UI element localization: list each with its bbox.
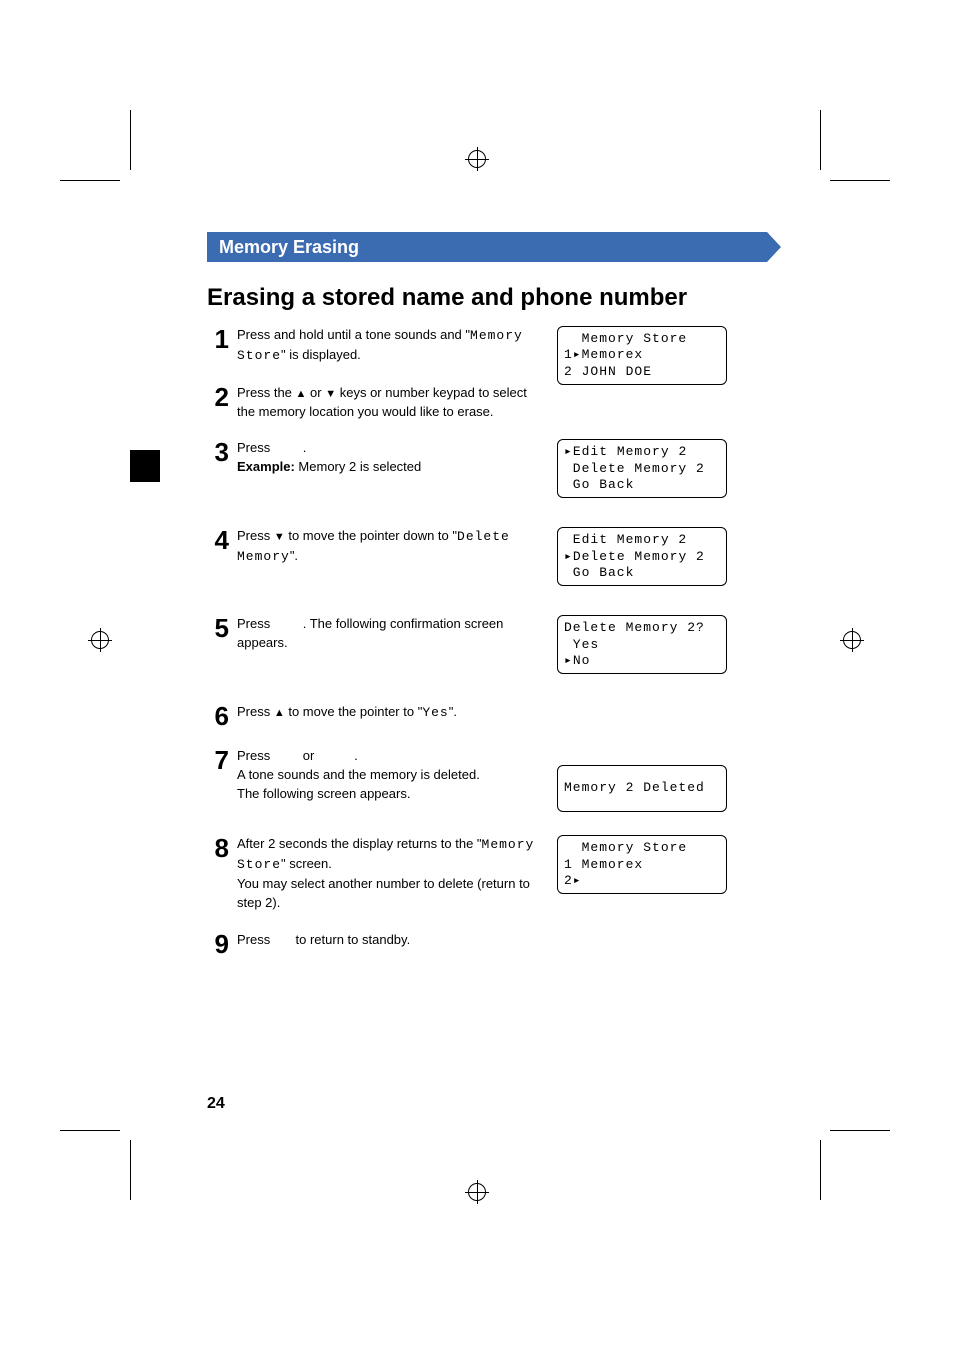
text: ".	[449, 704, 457, 719]
lcd-screen: Memory Store 1▸Memorex 2 JOHN DOE	[557, 326, 727, 385]
lcd-screens: Edit Memory 2 ▸Delete Memory 2 Go Back	[557, 527, 767, 596]
text: to move the pointer down to "	[285, 528, 457, 543]
text: Press	[237, 528, 274, 543]
text: ".	[290, 548, 298, 563]
text: Press	[237, 748, 274, 763]
crop-mark	[820, 1140, 821, 1200]
step-body: Press ▲ to move the pointer to "Yes".	[237, 703, 537, 723]
step-4: 4 Press ▼ to move the pointer down to "D…	[207, 527, 767, 597]
crop-mark	[60, 1130, 120, 1131]
step-body: Press ▼ to move the pointer down to "Del…	[237, 527, 537, 567]
thumb-tab	[130, 450, 160, 482]
text: .	[354, 748, 358, 763]
text: You may select another number to delete …	[237, 876, 530, 910]
lcd-screen: ▸Edit Memory 2 Delete Memory 2 Go Back	[557, 439, 727, 498]
lcd-screen: Memory Store 1 Memorex 2▸	[557, 835, 727, 894]
step-5: 5 Press . The following confirmation scr…	[207, 615, 767, 685]
crop-mark	[60, 180, 120, 181]
step-number: 1	[207, 326, 229, 352]
text: . The following confirmation screen appe…	[237, 616, 503, 650]
text: to move the pointer to "	[285, 704, 423, 719]
down-arrow-icon: ▼	[274, 531, 285, 543]
crop-mark	[130, 110, 131, 170]
lcd-screens: Delete Memory 2? Yes ▸No	[557, 615, 767, 684]
step-body: Press . The following confirmation scree…	[237, 615, 537, 653]
text: or	[306, 385, 325, 400]
step-body: Press . Example: Memory 2 is selected	[237, 439, 537, 477]
lcd-text-inline: Yes	[422, 705, 448, 720]
step-number: 4	[207, 527, 229, 553]
text: Press the	[237, 385, 296, 400]
lcd-screen: Delete Memory 2? Yes ▸No	[557, 615, 727, 674]
step-body: Press to return to standby.	[237, 931, 537, 950]
crop-mark	[830, 1130, 890, 1131]
page-number: 24	[207, 1095, 225, 1113]
step-2: 2 Press the ▲ or ▼ keys or number keypad…	[207, 384, 767, 422]
lcd-screen: Memory 2 Deleted	[557, 765, 727, 811]
step-number: 3	[207, 439, 229, 465]
down-arrow-icon: ▼	[325, 388, 336, 400]
step-7: 7 Press or . A tone sounds and the memor…	[207, 747, 767, 817]
text: " screen.	[281, 856, 332, 871]
text: " is displayed.	[281, 347, 361, 362]
text: or	[299, 748, 318, 763]
text: until a tone sounds and "	[327, 327, 470, 342]
text: Press	[237, 616, 274, 631]
page: Memory Erasing Erasing a stored name and…	[0, 0, 954, 1351]
text: After 2 seconds the display returns to t…	[237, 836, 482, 851]
up-arrow-icon: ▲	[274, 707, 285, 719]
crop-mark	[830, 180, 890, 181]
step-number: 2	[207, 384, 229, 410]
step-body: After 2 seconds the display returns to t…	[237, 835, 537, 912]
step-number: 5	[207, 615, 229, 641]
example-label: Example:	[237, 459, 295, 474]
step-8: 8 After 2 seconds the display returns to…	[207, 835, 767, 912]
text: Press and hold	[237, 327, 327, 342]
step-number: 7	[207, 747, 229, 773]
text: Press	[237, 704, 274, 719]
content-area: Memory Erasing Erasing a stored name and…	[207, 232, 767, 975]
lcd-screens: Memory 2 Deleted	[557, 765, 767, 821]
step-number: 8	[207, 835, 229, 861]
section-header-arrow	[767, 232, 781, 262]
lcd-screen: Edit Memory 2 ▸Delete Memory 2 Go Back	[557, 527, 727, 586]
text: to return to standby.	[292, 932, 410, 947]
lcd-screens: Memory Store 1 Memorex 2▸	[557, 835, 767, 904]
registration-mark-right	[840, 628, 864, 652]
step-number: 6	[207, 703, 229, 729]
step-3: 3 Press . Example: Memory 2 is selected …	[207, 439, 767, 509]
text: .	[303, 440, 307, 455]
steps-list: 1 Press and hold until a tone sounds and…	[207, 326, 767, 957]
step-body: Press and hold until a tone sounds and "…	[237, 326, 537, 366]
step-number: 9	[207, 931, 229, 957]
step-body: Press the ▲ or ▼ keys or number keypad t…	[237, 384, 537, 422]
up-arrow-icon: ▲	[296, 388, 307, 400]
text: Memory 2 is selected	[295, 459, 421, 474]
section-header: Memory Erasing	[207, 232, 767, 262]
step-body: Press or . A tone sounds and the memory …	[237, 747, 537, 804]
text: Press	[237, 440, 274, 455]
page-heading: Erasing a stored name and phone number	[207, 284, 767, 312]
section-title: Memory Erasing	[219, 237, 359, 258]
lcd-screens: ▸Edit Memory 2 Delete Memory 2 Go Back	[557, 439, 767, 508]
registration-mark-top	[465, 147, 489, 171]
crop-mark	[130, 1140, 131, 1200]
step-9: 9 Press to return to standby.	[207, 931, 767, 957]
text: The following screen appears.	[237, 786, 410, 801]
registration-mark-left	[88, 628, 112, 652]
step-6: 6 Press ▲ to move the pointer to "Yes".	[207, 703, 767, 729]
crop-mark	[820, 110, 821, 170]
text: Press	[237, 932, 274, 947]
registration-mark-bottom	[465, 1180, 489, 1204]
text: A tone sounds and the memory is deleted.	[237, 767, 480, 782]
step-1: 1 Press and hold until a tone sounds and…	[207, 326, 767, 366]
